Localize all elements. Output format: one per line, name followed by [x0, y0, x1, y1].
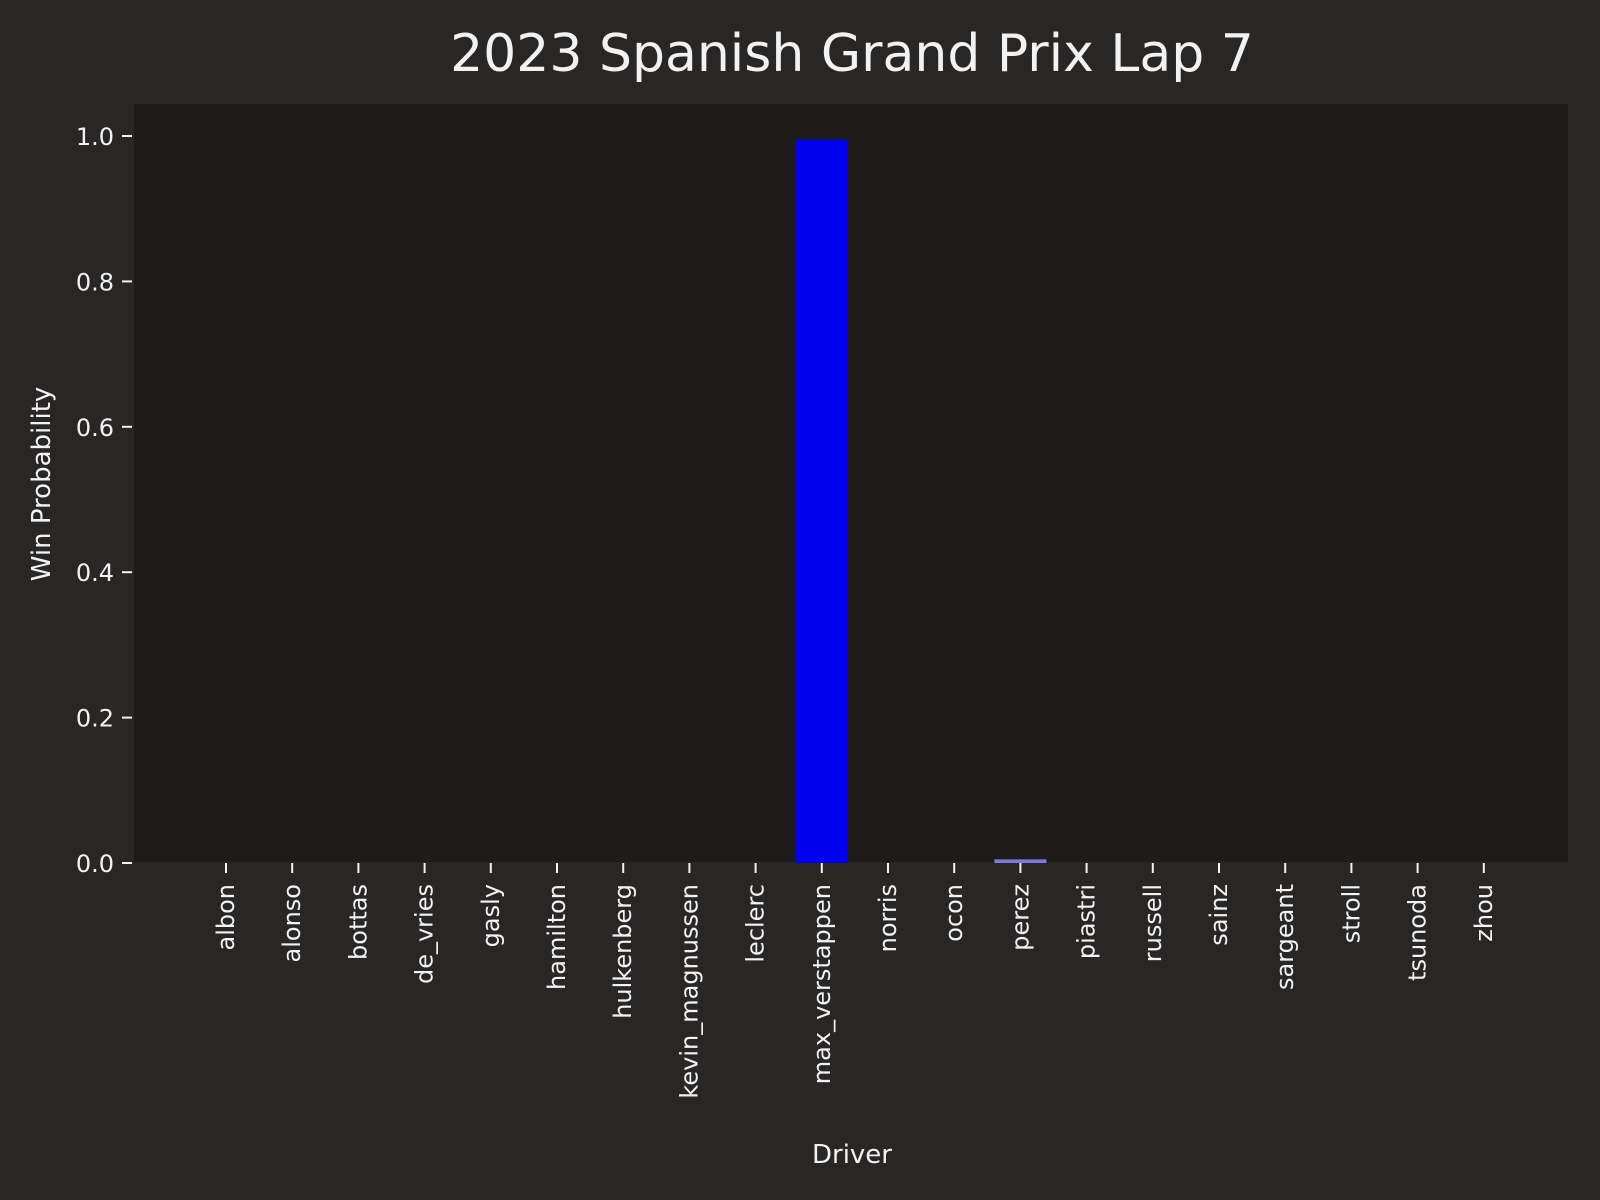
x-tick-label-tsunoda: tsunoda: [1404, 884, 1432, 981]
x-axis-label: Driver: [812, 1140, 892, 1170]
x-tick-label-alonso: alonso: [278, 884, 306, 962]
x-tick-label-sainz: sainz: [1205, 884, 1233, 946]
x-tick-label-bottas: bottas: [344, 884, 372, 960]
y-tick-label: 0.6: [76, 414, 114, 442]
x-tick-label-sargeant: sargeant: [1271, 884, 1299, 990]
x-tick-label-zhou: zhou: [1470, 884, 1498, 942]
y-tick-label: 0.0: [76, 850, 114, 878]
y-tick-label: 0.8: [76, 268, 114, 296]
x-tick-label-max_verstappen: max_verstappen: [808, 884, 836, 1084]
plot-area: [134, 104, 1568, 862]
y-axis: 0.0 0.2 0.4 0.6 0.8 1.0: [76, 123, 132, 878]
bar-perez: [994, 859, 1047, 863]
bars: [795, 139, 1047, 863]
x-tick-label-russell: russell: [1139, 884, 1167, 962]
chart-title: 2023 Spanish Grand Prix Lap 7: [450, 24, 1254, 84]
x-tick-label-gasly: gasly: [477, 884, 505, 947]
x-tick-label-hamilton: hamilton: [543, 884, 571, 990]
x-tick-label-stroll: stroll: [1337, 884, 1365, 943]
y-tick-label: 0.2: [76, 705, 114, 733]
y-axis-label: Win Probability: [27, 387, 57, 582]
x-tick-label-hulkenberg: hulkenberg: [609, 884, 637, 1019]
x-tick-label-perez: perez: [1006, 884, 1034, 951]
x-tick-label-albon: albon: [212, 884, 240, 951]
x-tick-label-kevin_magnussen: kevin_magnussen: [675, 884, 703, 1099]
x-axis: albon alonso bottas de_vries gasly hamilton hu…: [212, 863, 1498, 1099]
bar-max_verstappen: [795, 139, 848, 863]
x-tick-label-de_vries: de_vries: [411, 884, 439, 984]
x-tick-label-norris: norris: [874, 884, 902, 952]
y-tick-label: 1.0: [76, 123, 114, 151]
x-tick-label-leclerc: leclerc: [742, 884, 770, 963]
x-tick-label-piastri: piastri: [1073, 884, 1101, 959]
y-tick-label: 0.4: [76, 559, 114, 587]
x-tick-label-ocon: ocon: [940, 884, 968, 942]
